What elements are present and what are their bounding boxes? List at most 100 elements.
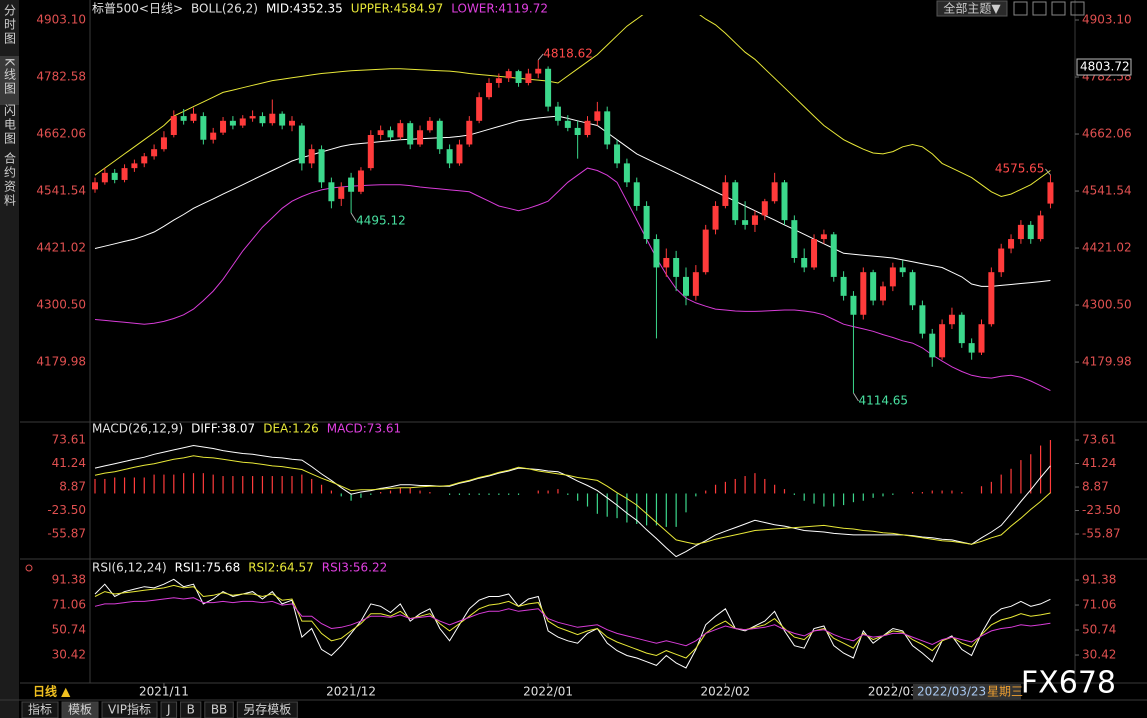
legend-entry: MACD(26,12,9) [92,422,183,436]
candle-body [899,267,906,273]
candle-body [998,248,1005,273]
legend-entry: RSI1:75.68 [175,561,241,575]
candle-body [308,149,315,164]
candle-body [1017,224,1024,240]
legend-entry: MID:4352.35 [266,2,343,16]
candle-body [141,156,148,164]
x-tick-label: 2022/02 [700,685,750,699]
y-tick-label-left: -23.50 [47,503,86,517]
candle-body [1027,224,1034,240]
period-label[interactable]: 日线 ▲ [33,684,71,699]
candle-body [909,272,916,306]
candle-body [210,132,217,140]
candle-body [554,106,561,121]
candle-body [811,239,818,268]
candle-body [564,120,571,128]
candle-body [417,130,424,145]
annotation: 4114.65 [858,393,908,407]
candle-body [151,149,158,157]
candle-body [889,267,896,287]
bottom-tab[interactable]: 模板 [68,703,92,717]
bottom-tab-bg[interactable] [204,701,234,718]
bottom-tab-bg[interactable] [180,701,202,718]
candle-body [594,111,601,121]
y-tick-label-right: -55.87 [1082,527,1121,541]
candle-body [407,123,414,145]
candle-body [229,120,236,126]
panel-frame [0,0,1147,701]
bottom-tab[interactable]: 指标 [28,702,52,717]
y-tick-label-left: 4421.02 [36,241,86,255]
date-box [913,684,1021,700]
y-tick-label-right: 8.87 [1082,480,1109,494]
line-series [94,455,1051,545]
sidebar-tab[interactable]: K线图 [3,58,17,96]
y-tick-label-left: 8.87 [59,480,86,494]
bottom-tab-bg[interactable] [61,701,99,718]
legend-entry: DIFF:38.07 [191,422,255,436]
bottom-tab-bg[interactable] [101,701,158,718]
candle-body [121,168,128,180]
y-tick-label-left: 4300.50 [36,298,86,312]
y-tick-label-right: 4421.02 [1082,241,1132,255]
legend-entry: UPPER:4584.97 [351,2,443,16]
candle-body [180,116,187,121]
candle-body [446,149,453,164]
theme-button[interactable] [936,0,1008,17]
rsi-icon[interactable] [25,564,33,572]
bottom-tab-bg[interactable] [236,701,298,718]
annotation-leader [537,53,544,61]
y-tick-label-right: 4541.54 [1082,184,1132,198]
bottom-tab-bg[interactable] [160,701,178,718]
toolbar-icons[interactable] [1013,1,1085,16]
y-tick-label-right: 73.61 [1082,433,1116,447]
sidebar [0,0,19,718]
candle-body [958,314,965,344]
candle-body [486,82,492,98]
bottom-tab[interactable]: 另存模板 [243,703,291,717]
bottom-tab[interactable]: J [166,703,171,717]
legend-entry: RSI3:56.22 [322,561,388,575]
bottom-tab[interactable]: BB [211,703,227,717]
y-tick-label-right: -23.50 [1082,503,1121,517]
candle-body [101,172,108,183]
sidebar-tab[interactable]: 闪电图 [3,104,17,146]
y-tick-label-left: 71.06 [52,598,86,612]
x-tick-label: 2022/03 [868,685,918,699]
candle-body [259,116,266,124]
y-tick-label-right: 4179.98 [1082,355,1132,369]
candle-body [988,272,995,325]
candle-body [574,127,581,136]
sidebar-tab[interactable]: 分时图 [3,4,17,46]
legend-entry: MACD:73.61 [327,422,401,436]
candle-body [919,305,926,334]
candle-body [1037,215,1044,240]
candle-body [377,130,384,136]
bottom-tab[interactable]: B [187,703,195,717]
y-tick-label-left: -55.87 [47,527,86,541]
sidebar-tab[interactable]: 合约资料 [3,151,17,208]
theme-button-label[interactable]: 全部主题▼ [943,1,1001,16]
candle-body [495,78,502,83]
candle-body [160,137,167,150]
legend-entry: 标普500<日线> [92,2,183,16]
y-tick-label-left: 4782.58 [36,70,86,84]
candle-body [289,120,295,126]
candle-body [781,182,788,221]
candle-body [860,272,867,315]
candle-body [535,68,542,74]
line-series [94,15,1051,198]
candle-body [456,144,463,164]
bottom-tab[interactable]: VIP指标 [108,702,151,717]
candle-body [968,343,975,353]
candle-body [426,120,433,131]
date-label: 2022/03/23 [917,685,986,699]
candle-body [722,182,729,206]
bottom-tab-bg[interactable] [21,701,59,718]
x-tick-label: 2021/11 [139,685,189,699]
candle-body [357,170,364,192]
y-tick-label-right: 41.24 [1082,456,1116,470]
candle-body [170,116,177,136]
